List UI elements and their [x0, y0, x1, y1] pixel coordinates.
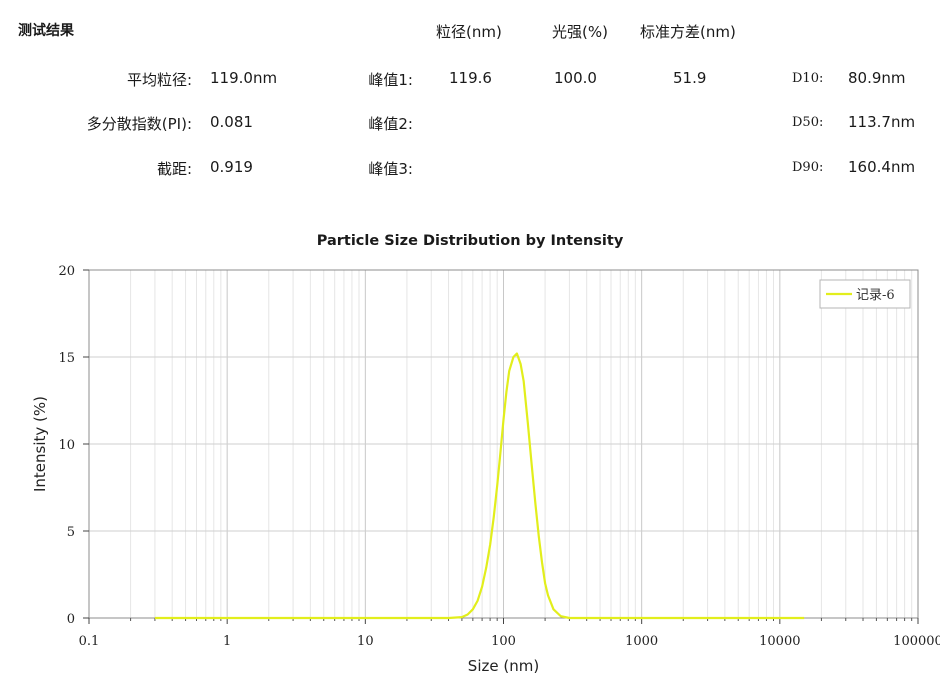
- y-tick-label: 0: [67, 612, 75, 627]
- chart-series: [154, 352, 805, 620]
- x-tick-label: 10000: [759, 634, 800, 649]
- chart-grid: [88, 269, 919, 619]
- peak-1-intensity: 100.0: [554, 69, 597, 87]
- d90-value: 160.4nm: [848, 158, 916, 176]
- y-tick-label: 5: [67, 525, 75, 540]
- section-title: 测试结果: [18, 23, 74, 39]
- series-line: [154, 352, 805, 620]
- x-tick-label: 10: [357, 634, 374, 649]
- legend-label: 记录-6: [856, 288, 895, 303]
- peak-1-label: 峰值1:: [368, 71, 413, 89]
- x-tick-label: 1000: [625, 634, 658, 649]
- d50-value: 113.7nm: [848, 113, 916, 131]
- z-average-value: 119.0nm: [210, 69, 278, 87]
- x-tick-label: 100: [491, 634, 516, 649]
- y-tick-label: 20: [58, 264, 75, 279]
- pdi-label: 多分散指数(PI):: [86, 115, 192, 133]
- peak-1-std-dev: 51.9: [673, 69, 707, 87]
- pdi-value: 0.081: [210, 113, 253, 131]
- peak-2-label: 峰值2:: [368, 115, 413, 133]
- header-std-dev: 标准方差(nm): [640, 23, 736, 41]
- intercept-label: 截距:: [156, 160, 192, 178]
- header-size: 粒径(nm): [436, 23, 502, 41]
- d10-label: D10:: [792, 71, 824, 86]
- chart-title: Particle Size Distribution by Intensity: [316, 233, 624, 249]
- y-tick-label: 10: [58, 438, 75, 453]
- peak-3-label: 峰值3:: [368, 160, 413, 178]
- peak-1-size: 119.6: [449, 69, 492, 87]
- intercept-value: 0.919: [210, 158, 253, 176]
- z-average-label: 平均粒径:: [126, 71, 192, 89]
- x-axis-title: Size (nm): [468, 657, 539, 675]
- x-tick-label: 100000: [893, 634, 940, 649]
- y-tick-label: 15: [58, 351, 75, 366]
- x-tick-label: 1: [223, 634, 231, 649]
- d10-value: 80.9nm: [848, 69, 906, 87]
- x-tick-label: 0.1: [79, 634, 100, 649]
- y-axis-title: Intensity (%): [31, 396, 49, 492]
- chart-legend: 记录-6: [819, 279, 911, 309]
- header-intensity: 光强(%): [552, 23, 608, 41]
- d50-label: D50:: [792, 115, 824, 130]
- d90-label: D90:: [792, 160, 824, 175]
